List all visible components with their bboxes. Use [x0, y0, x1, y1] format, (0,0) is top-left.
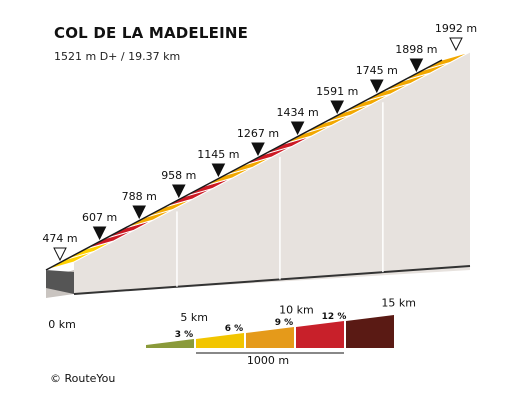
elevation-label: 1992 m — [435, 22, 477, 35]
segment-divider — [303, 125, 332, 134]
distance-tick-label: 10 km — [279, 304, 314, 317]
profile-back-wall — [74, 52, 470, 294]
legend-label: 3 % — [175, 330, 193, 340]
elevation-label: 1591 m — [316, 85, 358, 98]
segment-divider — [105, 230, 134, 239]
legend-swatch — [196, 333, 244, 348]
elevation-label: 1267 m — [237, 127, 279, 140]
segment-divider — [342, 104, 372, 113]
elevation-marker — [330, 100, 345, 115]
legend-scale-label: 1000 m — [247, 354, 289, 367]
distance-tick-label: 5 km — [180, 311, 208, 324]
segment-divider — [224, 167, 253, 176]
elevation-marker — [211, 163, 226, 178]
elevation-marker — [171, 184, 186, 199]
profile-ribbon — [45, 51, 471, 271]
elevation-label: 474 m — [42, 232, 77, 245]
elevation-label: 1434 m — [276, 106, 318, 119]
elevation-marker — [409, 58, 424, 73]
elevation-label: 1898 m — [395, 43, 437, 56]
segment-divider — [422, 62, 451, 71]
elevation-marker — [251, 142, 265, 157]
segment-divider — [144, 209, 174, 218]
segment-divider — [263, 146, 292, 155]
elevation-marker — [92, 226, 107, 241]
segment-divider — [184, 188, 213, 197]
elevation-label: 607 m — [82, 211, 117, 224]
legend-swatch — [346, 315, 394, 348]
distance-axis: 0 km 5 km 10 km 15 km — [48, 296, 416, 331]
profile-front-edge — [45, 59, 443, 271]
segment-divider — [65, 251, 94, 260]
elevation-marker — [290, 121, 305, 136]
legend-swatch — [296, 321, 344, 348]
elevation-marker — [449, 37, 463, 52]
elevation-label: 788 m — [122, 190, 157, 203]
elevation-marker — [369, 79, 384, 94]
legend-label: 6 % — [225, 324, 243, 334]
elevation-marker — [53, 247, 67, 262]
segment-divider — [382, 83, 411, 92]
chart-subtitle: 1521 m D+ / 19.37 km — [54, 50, 181, 63]
legend-label: 12 % — [322, 312, 347, 322]
grade-legend: 3 % 6 % 9 % 12 % 1000 m — [146, 312, 394, 367]
profile-base-line — [73, 265, 471, 295]
elevation-marker — [132, 205, 147, 220]
legend-swatch — [246, 327, 294, 348]
legend-label: 9 % — [275, 318, 293, 328]
routeyou-credit: © RouteYou — [50, 372, 116, 385]
distance-tick-label: 15 km — [381, 296, 416, 309]
profile-wall — [46, 52, 471, 298]
profile-base-front — [46, 270, 74, 294]
distance-tick-label: 0 km — [48, 318, 76, 331]
elevation-label: 958 m — [161, 169, 196, 182]
elevation-label: 1745 m — [356, 64, 398, 77]
elevation-label: 1145 m — [197, 148, 239, 161]
chart-title: COL DE LA MADELEINE — [54, 24, 249, 42]
legend-swatch — [146, 339, 194, 348]
